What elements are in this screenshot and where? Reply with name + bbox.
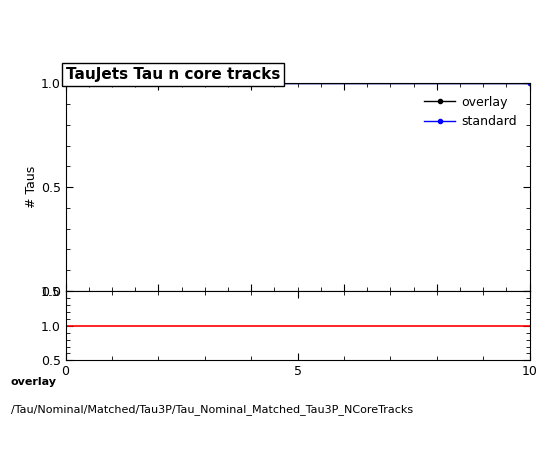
Legend: overlay, standard: overlay, standard (418, 90, 524, 134)
Text: /Tau/Nominal/Matched/Tau3P/Tau_Nominal_Matched_Tau3P_NCoreTracks: /Tau/Nominal/Matched/Tau3P/Tau_Nominal_M… (11, 404, 413, 415)
Text: TauJets Tau n core tracks: TauJets Tau n core tracks (66, 67, 280, 82)
Y-axis label: # Taus: # Taus (25, 166, 38, 208)
Text: overlay: overlay (11, 377, 57, 387)
